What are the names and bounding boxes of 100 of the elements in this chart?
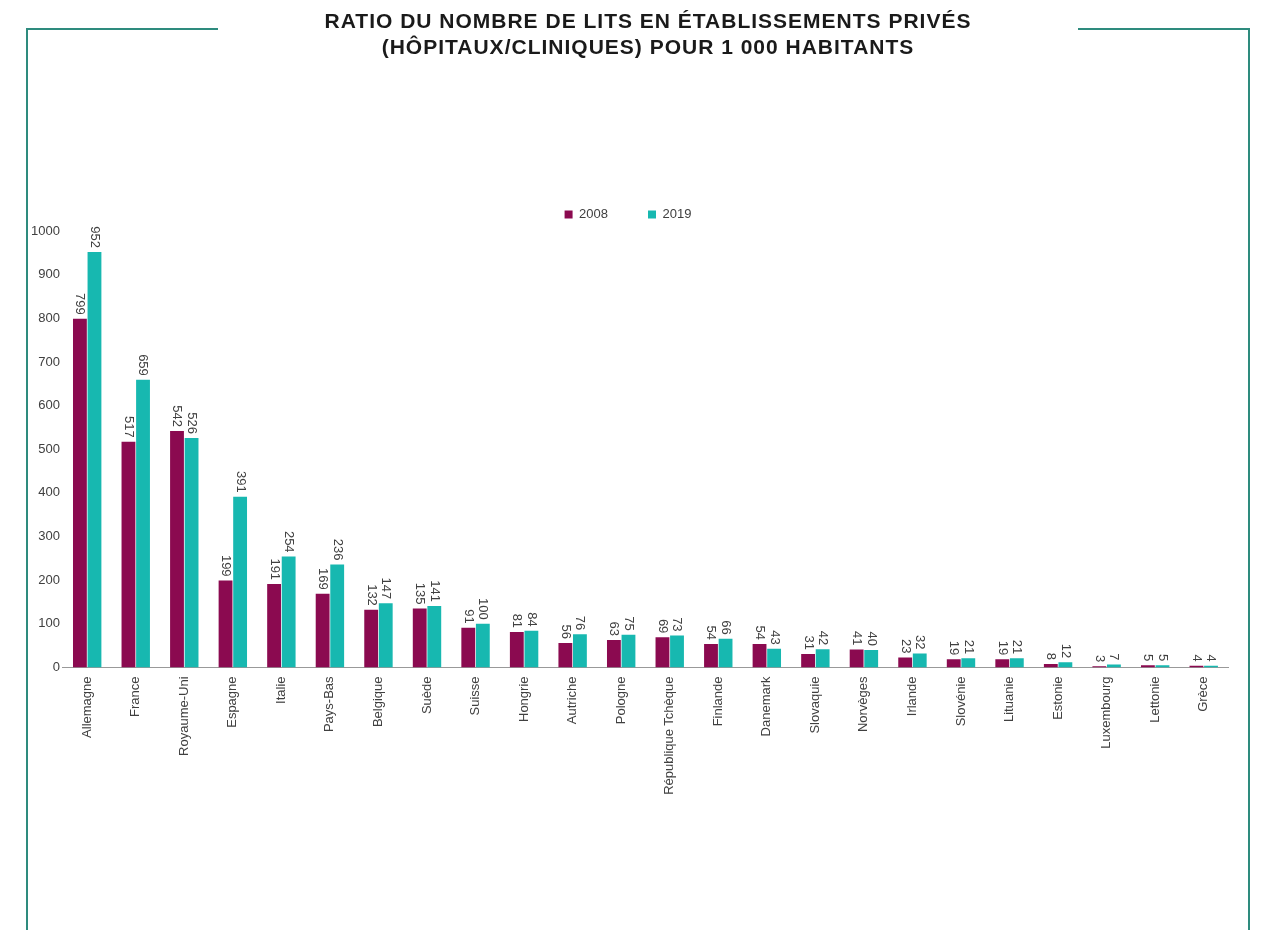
data-label: 135 [413, 582, 429, 605]
bar [1107, 664, 1121, 668]
bar [995, 659, 1010, 668]
x-tick-label: Irlande [904, 676, 920, 717]
x-tick-label: Pays-Bas [321, 675, 337, 733]
data-label: 659 [136, 354, 152, 376]
bar [670, 635, 684, 668]
bar [461, 627, 476, 668]
x-tick-label: Estonie [1049, 676, 1065, 720]
x-tick-label: Espagne [224, 676, 240, 728]
data-label: 526 [184, 412, 200, 434]
data-label: 12 [1058, 643, 1074, 659]
bar [218, 580, 233, 668]
data-label: 21 [1010, 639, 1026, 655]
y-tick-label: 1000 [31, 222, 60, 238]
y-tick-label: 300 [38, 528, 60, 544]
data-label: 54 [752, 625, 768, 640]
data-label: 23 [898, 638, 914, 654]
data-label: 100 [476, 598, 492, 620]
x-tick-label: Royaume-Uni [175, 676, 191, 756]
x-tick-label: Suisse [467, 676, 483, 716]
bar [1140, 665, 1155, 668]
x-tick-label: France [127, 676, 143, 717]
x-tick-label: Autriche [564, 676, 580, 725]
legend-label: 2019 [662, 206, 692, 222]
data-label: 254 [282, 530, 298, 553]
bar [267, 584, 282, 668]
data-label: 952 [87, 226, 103, 248]
data-label: 191 [267, 558, 283, 581]
bar [427, 605, 442, 668]
bar [898, 657, 913, 668]
y-tick-label: 500 [38, 440, 60, 456]
bar [801, 653, 815, 668]
bar [121, 441, 136, 668]
bar [233, 496, 248, 668]
data-label: 169 [316, 568, 332, 590]
bar [767, 648, 782, 668]
bar [558, 643, 573, 668]
data-label: 73 [670, 617, 686, 632]
data-label: 21 [961, 639, 977, 655]
bar [718, 638, 733, 668]
bar [573, 634, 587, 668]
bar [621, 634, 636, 668]
data-label: 199 [218, 554, 234, 577]
x-tick-label: Lettonie [1146, 676, 1162, 723]
x-tick-label: Belgique [370, 676, 386, 728]
data-label: 132 [364, 584, 380, 606]
data-label: 5 [1155, 654, 1171, 662]
data-label: 32 [913, 635, 929, 650]
x-tick-label: Slovénie [952, 676, 968, 727]
x-tick-label: Grèce [1195, 676, 1211, 712]
y-tick-label: 600 [38, 397, 60, 413]
x-tick-label: Slovaquie [806, 676, 822, 734]
bar [364, 609, 379, 668]
data-label: 4 [1189, 654, 1205, 662]
bar [184, 437, 199, 668]
data-label: 66 [718, 620, 734, 635]
data-label: 84 [524, 612, 540, 627]
x-tick-label: Hongrie [515, 676, 531, 722]
data-label: 63 [607, 621, 623, 636]
data-label: 41 [850, 631, 866, 646]
data-label: 4 [1204, 654, 1220, 662]
bar [655, 637, 670, 668]
data-label: 31 [801, 635, 817, 650]
x-tick-label: Pologne [612, 676, 628, 725]
bar [849, 649, 864, 668]
bar [1058, 662, 1073, 668]
data-label: 391 [233, 471, 249, 493]
bar [1009, 658, 1024, 668]
x-tick-label: Italie [272, 676, 288, 704]
bar [704, 643, 718, 668]
data-label: 517 [121, 416, 137, 438]
y-tick-label: 400 [38, 484, 60, 500]
bar [815, 649, 830, 668]
y-tick-label: 800 [38, 309, 60, 325]
data-label: 43 [767, 630, 783, 645]
data-label: 81 [510, 613, 526, 629]
x-tick-label: Lituanie [1001, 676, 1017, 723]
y-tick-label: 0 [52, 659, 60, 675]
x-tick-label: Allemagne [78, 676, 94, 738]
bar [606, 639, 621, 668]
data-label: 147 [379, 577, 395, 600]
data-label: 7 [1107, 653, 1123, 661]
data-label: 40 [864, 631, 880, 647]
x-tick-label: Norvèges [855, 675, 871, 733]
data-label: 76 [573, 615, 589, 631]
data-label: 75 [621, 616, 637, 631]
y-tick-label: 900 [38, 266, 60, 282]
bar [330, 564, 345, 668]
bar [752, 643, 767, 668]
bar [509, 632, 524, 668]
bar [475, 623, 490, 668]
bar [412, 608, 427, 668]
bar [378, 603, 393, 668]
data-label: 5 [1141, 654, 1157, 662]
x-tick-label: Suède [418, 676, 434, 715]
data-label: 19 [995, 640, 1011, 656]
chart-title: RATIO DU NOMBRE DE LITS EN ÉTABLISSEMENTS PRIVÉS (HÔPITAUX/CLINIQUES) POUR 1 000 HABITANTS [218, 8, 1078, 60]
y-tick-label: 100 [38, 615, 60, 631]
bar [136, 379, 150, 668]
